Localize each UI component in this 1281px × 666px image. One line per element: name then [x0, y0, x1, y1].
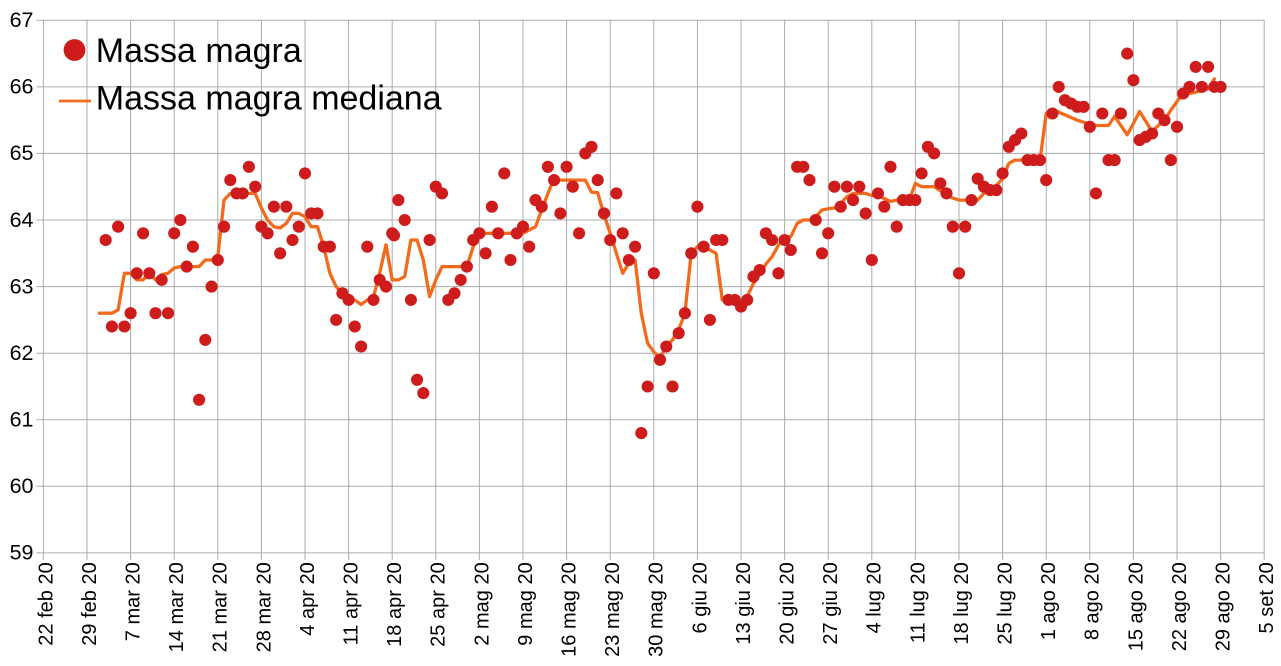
- svg-text:59: 59: [10, 541, 34, 565]
- svg-text:65: 65: [10, 141, 34, 165]
- svg-text:Massa magra mediana: Massa magra mediana: [96, 80, 442, 118]
- svg-text:64: 64: [10, 208, 34, 232]
- svg-text:4 lug 20: 4 lug 20: [864, 562, 886, 633]
- svg-text:Massa magra: Massa magra: [96, 32, 302, 70]
- svg-text:60: 60: [10, 474, 34, 498]
- svg-text:8 ago 20: 8 ago 20: [1082, 562, 1104, 640]
- svg-text:21 mar 20: 21 mar 20: [210, 562, 232, 652]
- svg-text:67: 67: [10, 8, 34, 32]
- svg-text:22 feb 20: 22 feb 20: [35, 562, 57, 645]
- svg-text:18 apr 20: 18 apr 20: [384, 562, 406, 647]
- svg-text:14 mar 20: 14 mar 20: [166, 562, 188, 652]
- svg-text:5 set 20: 5 set 20: [1256, 562, 1278, 633]
- svg-text:29 ago 20: 29 ago 20: [1213, 562, 1235, 651]
- svg-text:62: 62: [10, 341, 34, 365]
- svg-text:1 ago 20: 1 ago 20: [1038, 562, 1060, 640]
- svg-text:9 mag 20: 9 mag 20: [515, 562, 537, 645]
- svg-text:7 mar 20: 7 mar 20: [123, 562, 145, 641]
- svg-text:25 apr 20: 25 apr 20: [428, 562, 450, 647]
- svg-text:23 mag 20: 23 mag 20: [602, 562, 624, 657]
- svg-text:28 mar 20: 28 mar 20: [253, 562, 275, 652]
- svg-text:11 lug 20: 11 lug 20: [907, 562, 929, 643]
- svg-text:15 ago 20: 15 ago 20: [1125, 562, 1147, 651]
- svg-text:6 giu 20: 6 giu 20: [689, 562, 711, 633]
- svg-text:18 lug 20: 18 lug 20: [951, 562, 973, 644]
- svg-text:4 apr 20: 4 apr 20: [297, 562, 319, 635]
- svg-text:63: 63: [10, 274, 34, 298]
- svg-text:20 giu 20: 20 giu 20: [777, 562, 799, 644]
- svg-text:2 mag 20: 2 mag 20: [471, 562, 493, 645]
- svg-text:61: 61: [10, 408, 34, 432]
- svg-text:27 giu 20: 27 giu 20: [820, 562, 842, 644]
- svg-text:66: 66: [10, 75, 34, 99]
- svg-text:13 giu 20: 13 giu 20: [733, 562, 755, 644]
- svg-text:11 apr 20: 11 apr 20: [341, 562, 363, 645]
- svg-text:16 mag 20: 16 mag 20: [559, 562, 581, 657]
- svg-text:30 mag 20: 30 mag 20: [646, 562, 668, 657]
- svg-text:25 lug 20: 25 lug 20: [995, 562, 1017, 644]
- svg-text:29 feb 20: 29 feb 20: [79, 562, 101, 645]
- svg-text:22 ago 20: 22 ago 20: [1169, 562, 1191, 651]
